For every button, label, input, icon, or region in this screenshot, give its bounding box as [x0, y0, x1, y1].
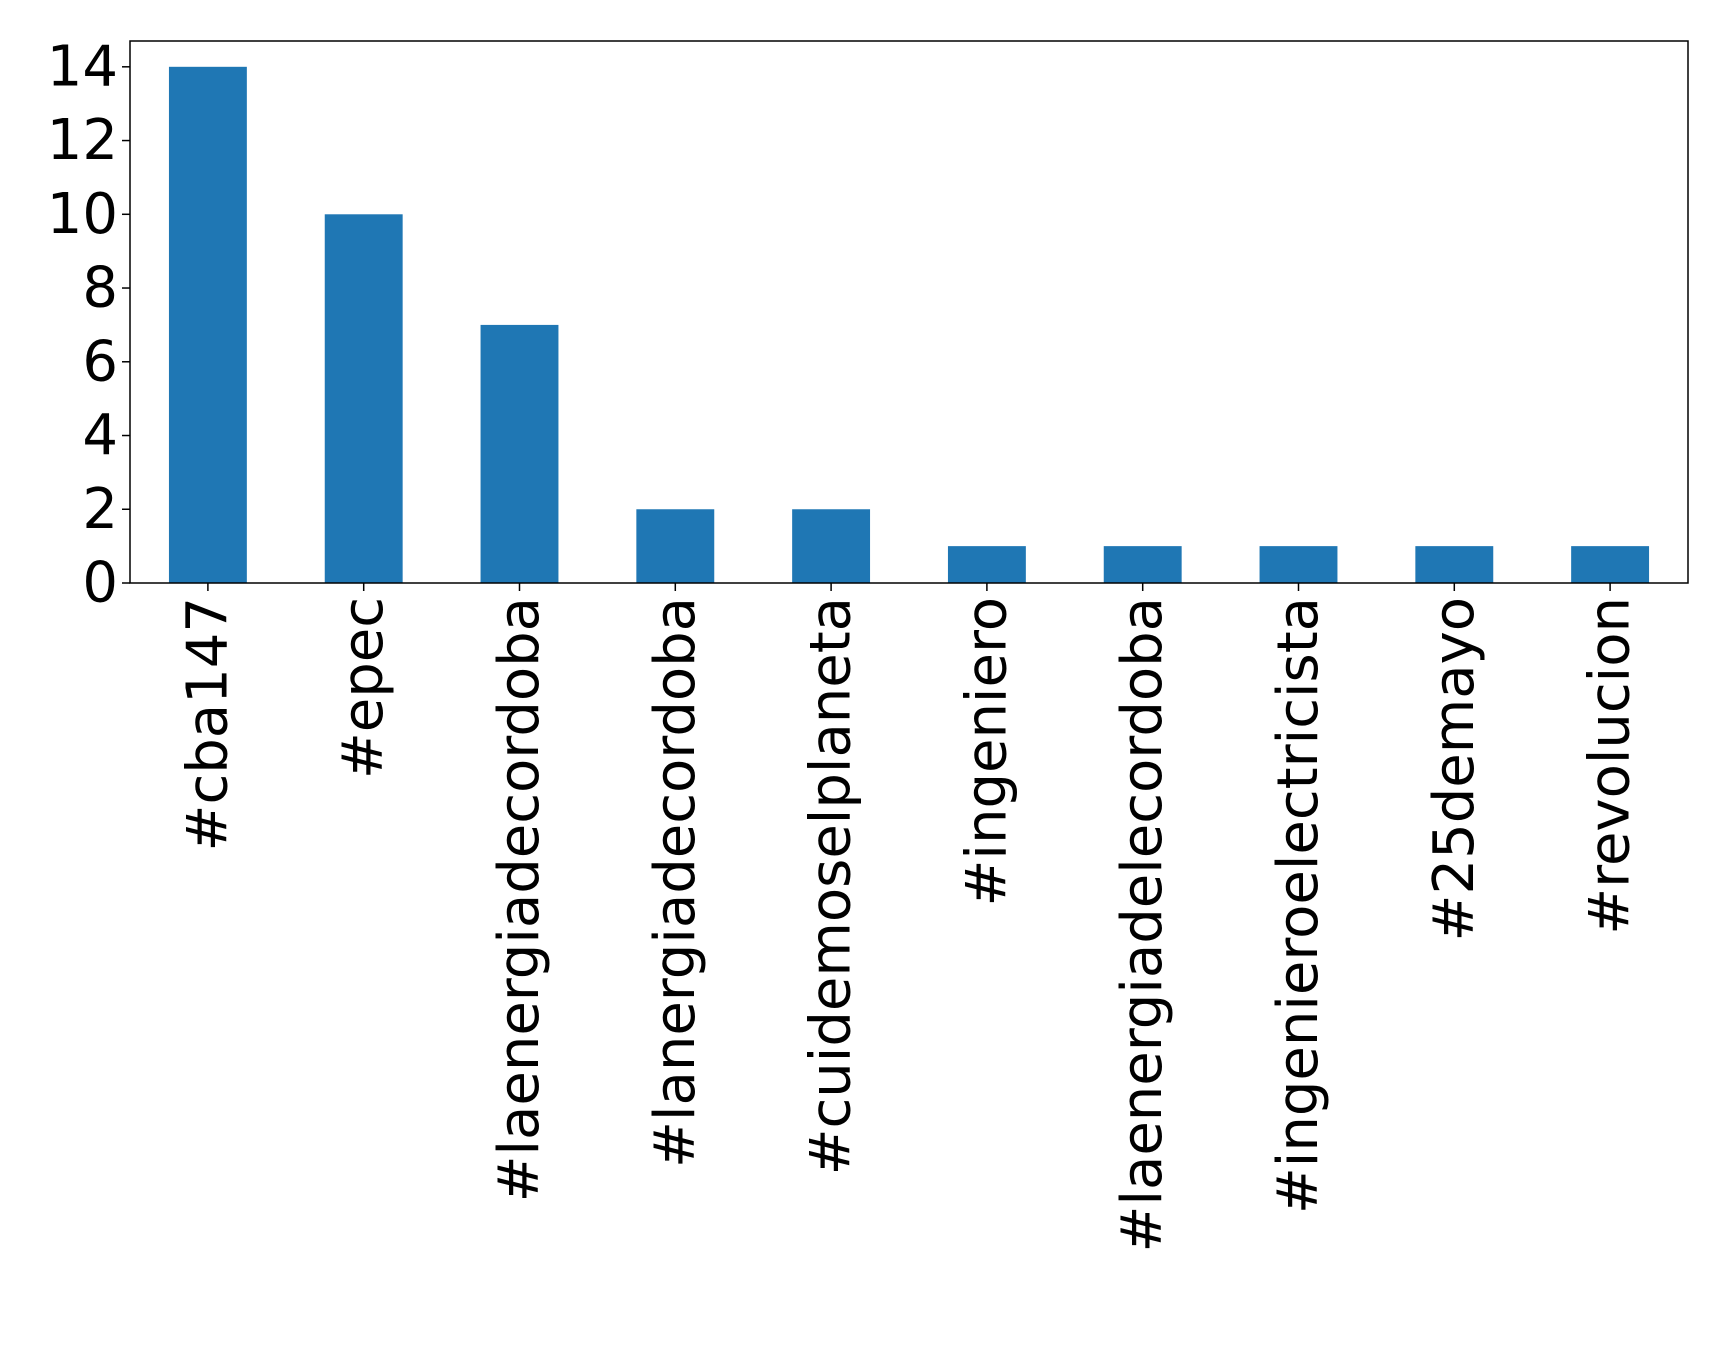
y-tick-label-5: 10	[47, 182, 118, 247]
y-tick-label-6: 12	[47, 108, 118, 173]
bar-8	[1415, 546, 1494, 583]
x-axis: #cba147 #epec #laenergiadecordoba #lanergia…	[175, 583, 1643, 1252]
bar-5	[947, 546, 1026, 583]
y-axis: 0 2 4 6 8 10 12 14	[47, 34, 130, 616]
bar-0	[168, 66, 247, 584]
bars-group	[168, 66, 1650, 584]
x-tick-label-3: #lanergiadecordoba	[643, 597, 708, 1168]
x-tick-label-4: #cuidemoselplaneta	[799, 597, 864, 1175]
x-tick-label-9: #revolucion	[1578, 597, 1643, 935]
y-tick-label-2: 4	[82, 403, 118, 468]
x-tick-label-0: #cba147	[175, 597, 240, 851]
bar-3	[636, 509, 715, 583]
bar-9	[1571, 546, 1650, 583]
x-tick-label-2: #laenergiadecordoba	[487, 597, 552, 1202]
x-tick-label-7: #ingenieroelectricista	[1266, 597, 1331, 1214]
y-tick-label-7: 14	[47, 34, 118, 99]
x-tick-label-6: #laenergiadelecordoba	[1110, 597, 1175, 1252]
y-tick-label-3: 6	[82, 329, 118, 394]
x-tick-label-1: #epec	[331, 597, 396, 779]
plot-frame	[129, 40, 1689, 584]
y-tick-label-1: 2	[82, 477, 118, 542]
y-tick-label-0: 0	[82, 551, 118, 616]
bar-6	[1103, 546, 1182, 583]
bar-2	[480, 324, 559, 583]
bar-4	[792, 509, 871, 583]
y-tick-label-4: 8	[82, 256, 118, 321]
bar-1	[324, 214, 403, 583]
x-tick-label-8: #25demayo	[1422, 597, 1487, 941]
bar-7	[1259, 546, 1338, 583]
x-tick-label-5: #ingeniero	[954, 597, 1019, 907]
